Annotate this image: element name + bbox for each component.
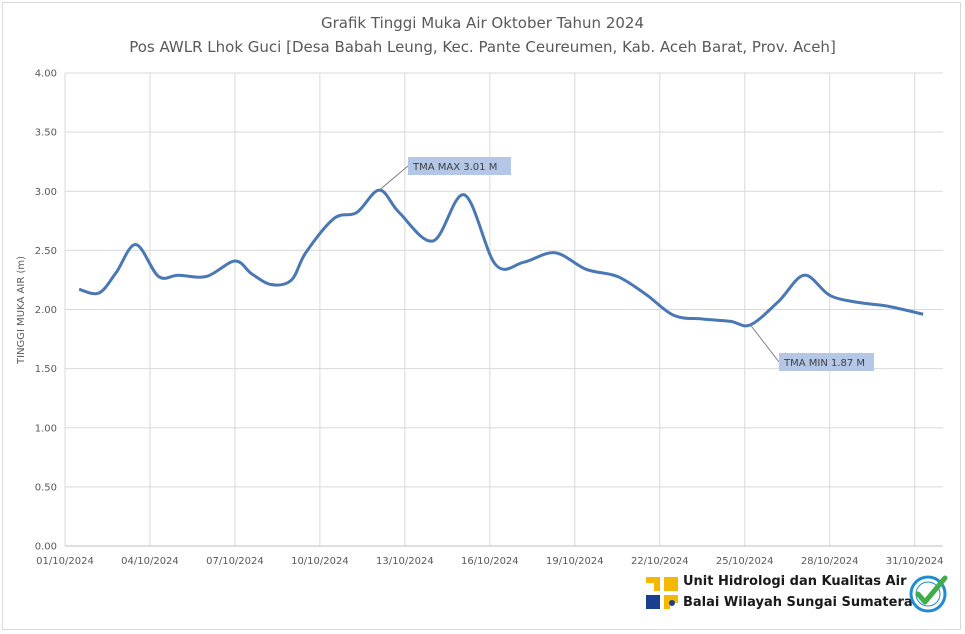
water-level-line: [78, 188, 924, 328]
annotation-box: [408, 157, 511, 175]
chart-subtitle: Pos AWLR Lhok Guci [Desa Babah Leung, Ke…: [129, 38, 836, 56]
annotation-box: [779, 353, 874, 371]
tma-max-label: TMA MAX 3.01 M: [412, 162, 497, 173]
chart-title: Grafik Tinggi Muka Air Oktober Tahun 202…: [320, 14, 644, 32]
chart-grid: [64, 72, 943, 547]
x-tick-label: 28/10/2024: [801, 556, 859, 567]
certified-check-icon: [909, 575, 948, 613]
y-tick-label: 3.00: [35, 187, 57, 198]
chart-series: [78, 188, 924, 328]
x-tick-label: 04/10/2024: [121, 556, 179, 567]
tma-min-label: TMA MIN 1.87 M: [783, 358, 865, 369]
x-tick-label: 07/10/2024: [206, 556, 264, 567]
y-tick-label: 0.50: [35, 482, 57, 493]
y-tick-label: 0.00: [35, 542, 57, 553]
pupr-logo-icon: [644, 575, 680, 611]
y-tick-label: 4.00: [35, 69, 57, 80]
x-tick-label: 16/10/2024: [461, 556, 519, 567]
x-tick-label: 25/10/2024: [716, 556, 774, 567]
x-tick-label: 01/10/2024: [36, 556, 94, 567]
x-tick-label: 13/10/2024: [376, 556, 434, 567]
x-tick-label: 10/10/2024: [291, 556, 349, 567]
y-tick-label: 2.50: [35, 246, 57, 257]
y-tick-label: 1.50: [35, 364, 57, 375]
x-tick-label: 31/10/2024: [886, 556, 944, 567]
logo-line-1: Unit Hidrologi dan Kualitas Air: [683, 574, 907, 589]
annotation-leader: [750, 324, 780, 363]
logo-line-2: Balai Wilayah Sungai Sumatera-I: [683, 595, 923, 610]
annotation-leader: [379, 165, 409, 191]
x-tick-label: 19/10/2024: [546, 556, 604, 567]
chart-axes: 0.00 0.50 1.00 1.50 2.00 2.50 3.00 3.50 4.00 01/1…: [35, 69, 944, 568]
y-tick-label: 1.00: [35, 423, 57, 434]
y-axis-title: TINGGI MUKA AIR (m): [16, 256, 27, 365]
chart-annotations: TMA MAX 3.01 M TMA MIN 1.87 M: [379, 157, 874, 371]
y-tick-label: 2.00: [35, 305, 57, 316]
y-tick-label: 3.50: [35, 128, 57, 139]
x-tick-label: 22/10/2024: [631, 556, 689, 567]
